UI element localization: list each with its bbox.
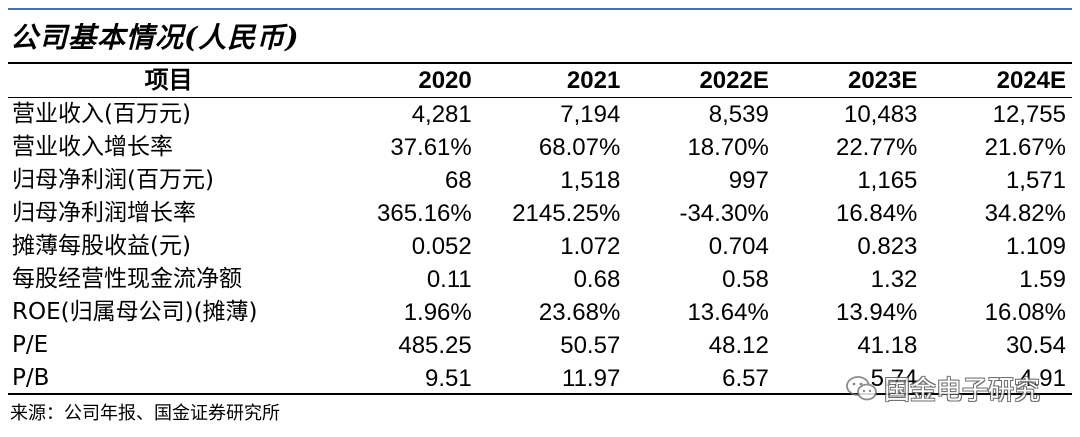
table-cell: 13.64% <box>687 299 769 326</box>
table-cell: 68.07% <box>538 134 621 161</box>
table-row: 营业收入增长率 37.61% 68.07% 18.70% 22.77% 21.67% <box>8 131 1072 164</box>
table-cell: -34.30% <box>679 200 769 227</box>
table-header-row: 项目 2020 2021 2022E 2023E 2024E <box>8 64 1072 98</box>
table-cell: 11.97 <box>562 365 621 392</box>
table-cell: 1.109 <box>1005 233 1066 260</box>
table-cell: 30.54 <box>1005 332 1066 359</box>
watermark-text: 国金电子研究 <box>884 376 1041 406</box>
header-year: 2023E <box>847 67 918 94</box>
table-cell: 16.08% <box>984 299 1066 326</box>
table-cell: 1.072 <box>560 233 621 260</box>
table-cell: 16.84% <box>835 200 918 227</box>
table-cell: 1.96% <box>403 299 472 326</box>
row-label: 营业收入(百万元) <box>12 101 191 127</box>
table-cell: 2145.25% <box>512 200 621 227</box>
row-label: 归母净利润(百万元) <box>12 167 214 193</box>
table-cell: 10,483 <box>843 101 918 128</box>
row-label: 每股经营性现金流净额 <box>12 266 242 292</box>
title-rule <box>8 62 1072 64</box>
table-cell: 4.91 <box>1019 365 1066 392</box>
table-cell: 365.16% <box>377 200 472 227</box>
financial-table: 项目 2020 2021 2022E 2023E 2024E 营业收入(百万元)… <box>8 64 1072 395</box>
table-cell: 0.11 <box>426 266 472 293</box>
table-cell: 0.823 <box>857 233 918 260</box>
table-cell: 0.052 <box>411 233 472 260</box>
table-cell: 22.77% <box>835 134 918 161</box>
table-cell: 1,518 <box>560 167 621 194</box>
table-cell: 1,571 <box>1005 167 1066 194</box>
table-cell: 485.25 <box>398 332 472 359</box>
table-cell: 5.74 <box>870 365 918 392</box>
table-cell: 4,281 <box>411 101 472 128</box>
table-row: 归母净利润增长率 365.16% 2145.25% -34.30% 16.84% 34.8… <box>8 197 1072 230</box>
row-label: 归母净利润增长率 <box>12 200 196 226</box>
page-title: 公司基本情况(人民币) <box>10 21 300 54</box>
table-cell: 8,539 <box>708 101 769 128</box>
table-cell: 41.18 <box>857 332 918 359</box>
row-label: ROE(归属母公司)(摊薄) <box>12 299 258 325</box>
table-row: 归母净利润(百万元) 68 1,518 997 1,165 1,571 <box>8 164 1072 197</box>
table-row: ROE(归属母公司)(摊薄) 1.96% 23.68% 13.64% 13.94% 16.… <box>8 296 1072 329</box>
table-cell: 1,165 <box>857 167 918 194</box>
bottom-rule <box>8 393 1072 395</box>
table-cell: 23.68% <box>538 299 621 326</box>
table-cell: 6.57 <box>722 365 769 392</box>
table-cell: 68 <box>445 167 472 194</box>
watermark: 国金电子研究 <box>846 370 1040 407</box>
table-cell: 0.58 <box>722 266 769 293</box>
source-note: 来源：公司年报、国金证券研究所 <box>10 403 280 424</box>
table-cell: 50.57 <box>560 332 621 359</box>
table-cell: 7,194 <box>560 101 621 128</box>
table-cell: 18.70% <box>687 134 769 161</box>
table-row: 营业收入(百万元) 4,281 7,194 8,539 10,483 12,755 <box>8 98 1072 132</box>
table-row: 每股经营性现金流净额 0.11 0.68 0.58 1.32 1.59 <box>8 263 1072 296</box>
table-cell: 37.61% <box>390 134 472 161</box>
table-cell: 21.67% <box>984 134 1066 161</box>
table-cell: 0.704 <box>708 233 769 260</box>
header-year: 2022E <box>699 67 769 94</box>
table-row: 摊薄每股收益(元) 0.052 1.072 0.704 0.823 1.109 <box>8 230 1072 263</box>
header-year: 2024E <box>996 67 1066 94</box>
top-rule <box>8 8 1072 10</box>
table-cell: 13.94% <box>835 299 918 326</box>
row-label: P/B <box>12 365 50 391</box>
header-year: 2021 <box>566 67 621 94</box>
table-cell: 1.32 <box>870 266 918 293</box>
table-cell: 34.82% <box>984 200 1066 227</box>
table-cell: 997 <box>728 167 769 194</box>
row-label: 营业收入增长率 <box>12 134 173 160</box>
table-cell: 0.68 <box>573 266 621 293</box>
wechat-icon <box>846 375 877 400</box>
header-year: 2020 <box>418 67 472 94</box>
table-cell: 9.51 <box>425 365 472 392</box>
table-row: P/E 485.25 50.57 48.12 41.18 30.54 <box>8 329 1072 362</box>
table-cell: 48.12 <box>708 332 769 359</box>
table-row: P/B 9.51 11.97 6.57 5.74 4.91 <box>8 362 1072 395</box>
row-label: P/E <box>12 332 49 358</box>
table-cell: 1.59 <box>1019 266 1066 293</box>
header-item: 项目 <box>144 67 193 94</box>
table-cell: 12,755 <box>992 101 1066 128</box>
row-label: 摊薄每股收益(元) <box>12 233 191 259</box>
